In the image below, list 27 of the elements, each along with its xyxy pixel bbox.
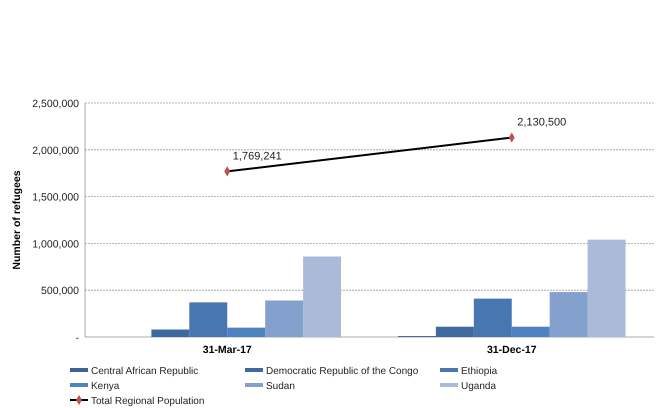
bar: [588, 240, 626, 337]
bar: [189, 302, 228, 337]
y-axis-title: Number of refugees: [11, 170, 23, 270]
bar: [303, 256, 342, 337]
legend-label: Uganda: [461, 381, 496, 392]
data-label: 1,769,241: [232, 150, 282, 162]
data-label: 2,130,500: [517, 116, 566, 129]
y-tick-label: -: [76, 332, 80, 344]
y-tick-label: 1,500,000: [32, 192, 80, 204]
y-tick-label: 2,500,000: [32, 98, 80, 110]
y-tick-label: 500,000: [41, 285, 80, 298]
bar: [474, 298, 512, 337]
x-tick-label: 31-Dec-17: [486, 344, 537, 356]
legend-label: Kenya: [91, 381, 120, 392]
legend-label: Sudan: [266, 381, 295, 392]
legend-label: Total Regional Population: [91, 396, 204, 407]
bar: [550, 292, 588, 337]
bar: [265, 300, 304, 337]
legend-label: Democratic Republic of the Congo: [266, 366, 419, 377]
legend-label: Ethiopia: [461, 366, 498, 377]
y-tick-label: 1,000,000: [32, 238, 80, 250]
bar: [227, 328, 266, 337]
x-tick-label: 31-Mar-17: [202, 344, 252, 356]
bar: [512, 326, 550, 337]
y-tick-label: 2,000,000: [32, 144, 80, 157]
bar: [151, 330, 190, 337]
legend-label: Central African Republic: [91, 366, 198, 377]
